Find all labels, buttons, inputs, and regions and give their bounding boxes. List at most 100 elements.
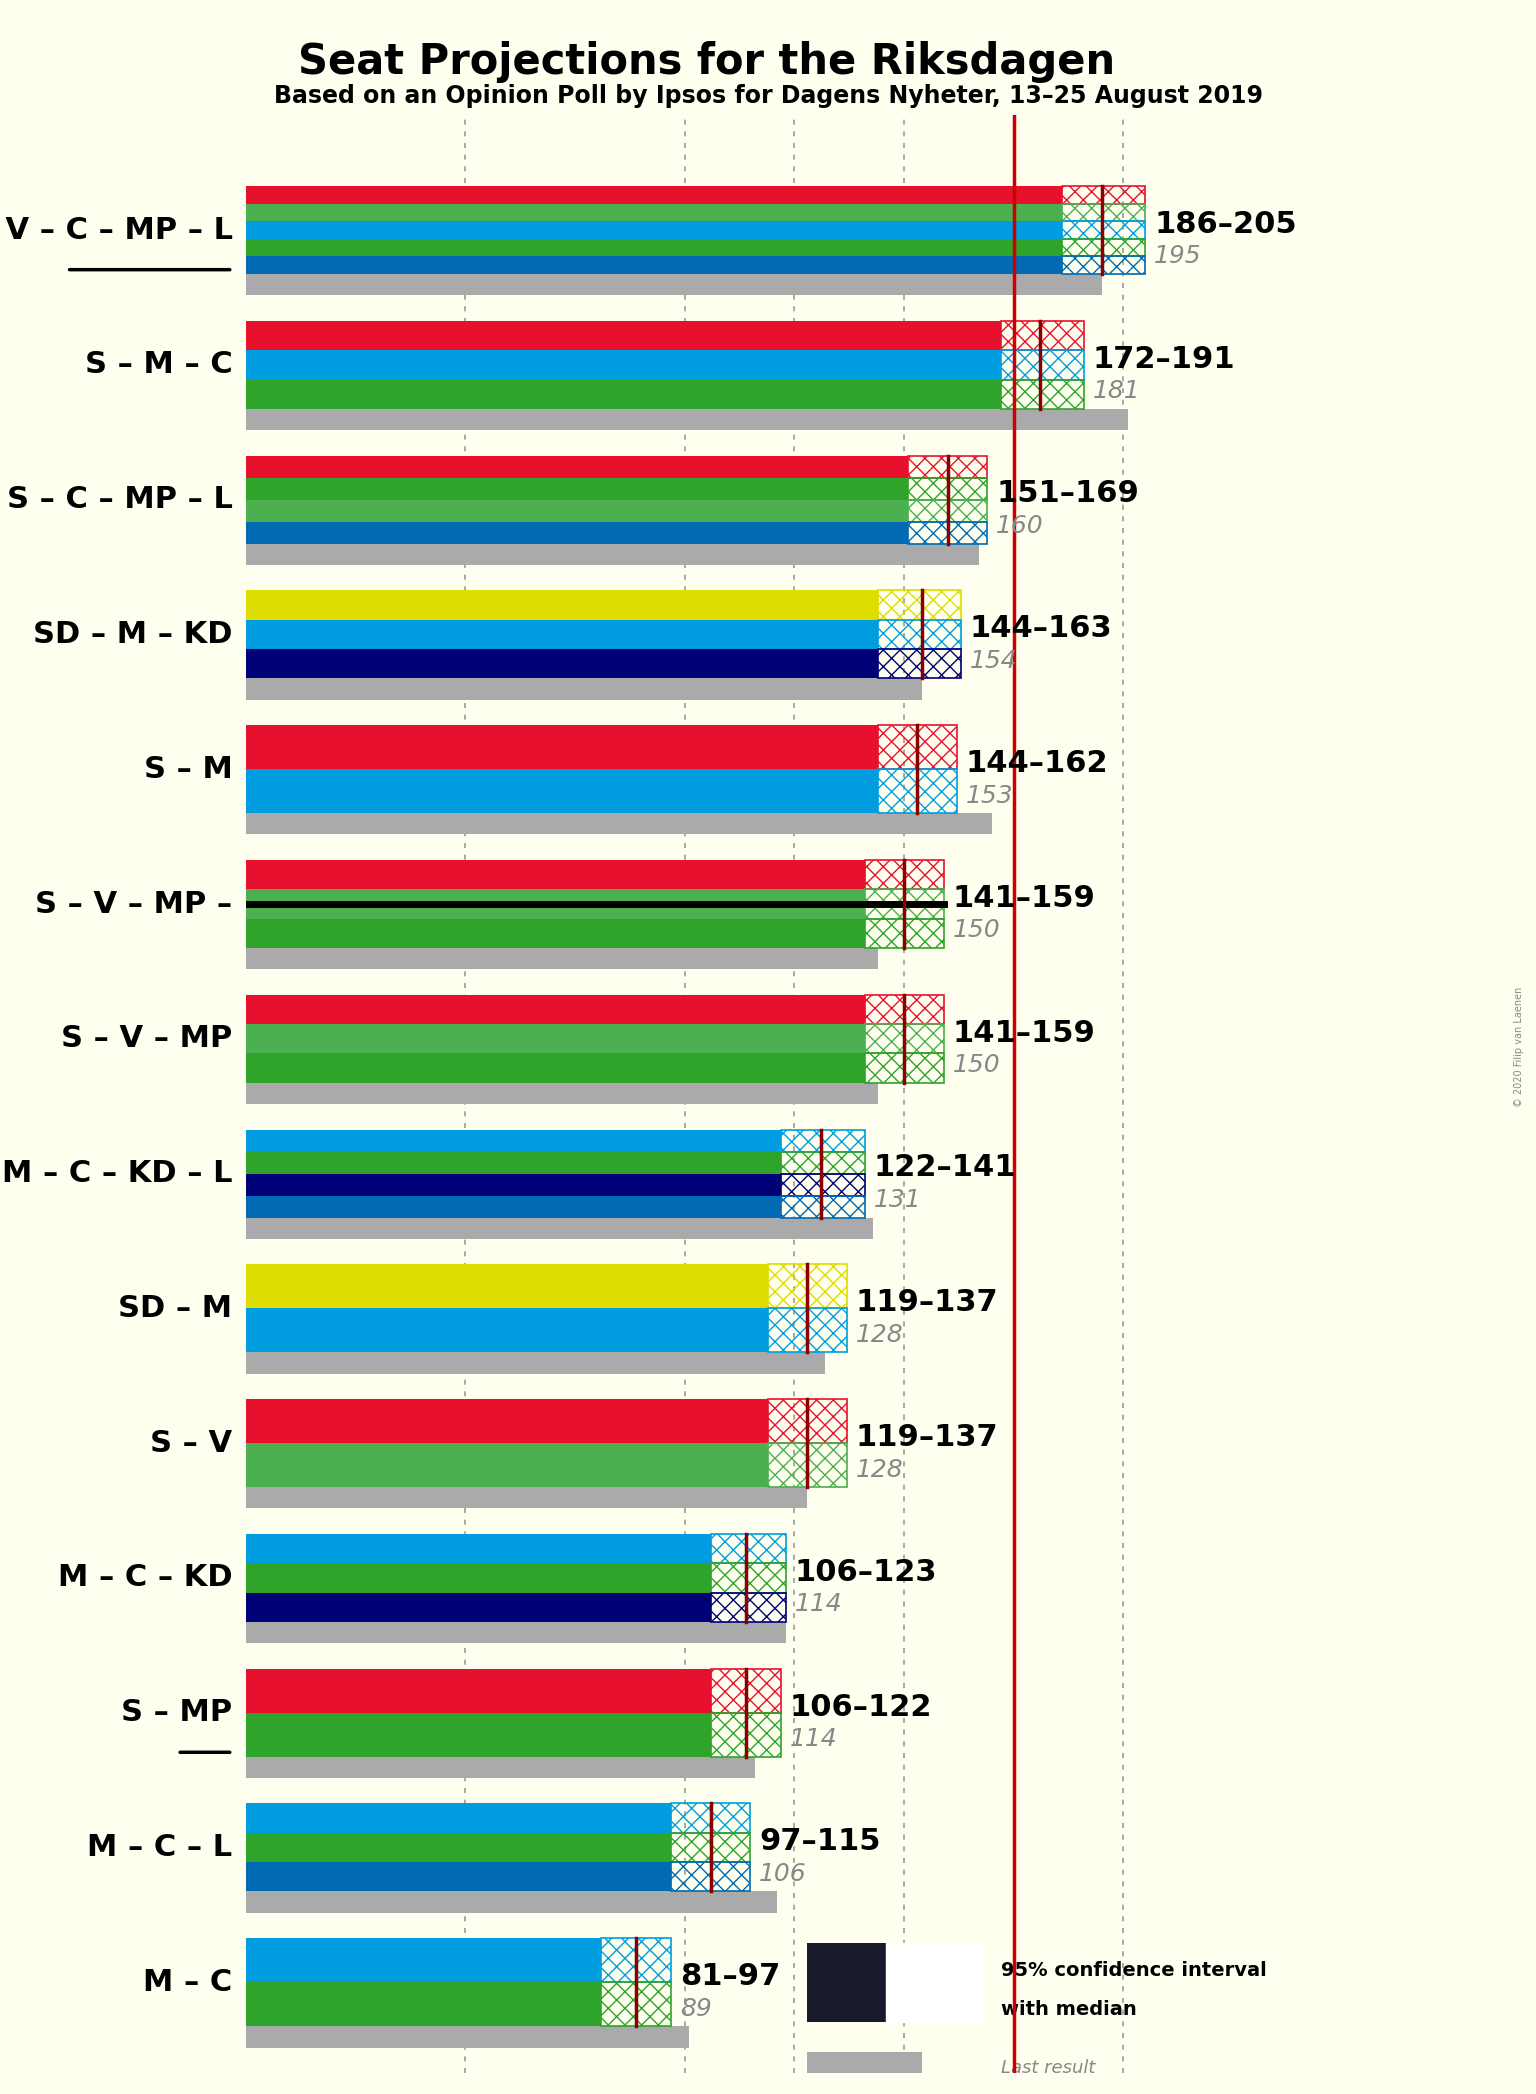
Text: S – V – C – MP – L: S – V – C – MP – L: [0, 216, 232, 245]
Text: © 2020 Filip van Laenen: © 2020 Filip van Laenen: [1513, 986, 1524, 1108]
Bar: [768, 1265, 846, 1309]
Bar: [246, 1353, 825, 1374]
Text: S – V – MP –: S – V – MP –: [35, 890, 232, 919]
Bar: [246, 1803, 671, 1832]
Bar: [246, 995, 865, 1024]
Bar: [671, 1832, 751, 1862]
Title: Seat Projections for the Riksdagen: Seat Projections for the Riksdagen: [298, 40, 1115, 82]
Bar: [601, 1939, 671, 1983]
Text: 186–205: 186–205: [1154, 209, 1296, 239]
Bar: [768, 1309, 846, 1353]
Bar: [908, 456, 988, 477]
Bar: [246, 861, 865, 890]
Bar: [246, 1669, 711, 1713]
Text: S – M – C: S – M – C: [84, 350, 232, 379]
Bar: [782, 1173, 865, 1196]
Text: S – M: S – M: [144, 754, 232, 783]
Text: 141–159: 141–159: [952, 1018, 1095, 1047]
Bar: [246, 1757, 754, 1778]
Bar: [246, 350, 1000, 379]
Bar: [877, 725, 957, 768]
Bar: [246, 1939, 601, 1983]
Text: 114: 114: [794, 1591, 842, 1617]
Bar: [246, 1862, 671, 1891]
Text: SD – M – KD: SD – M – KD: [34, 620, 232, 649]
Text: with median: with median: [1000, 2000, 1137, 2019]
Text: 89: 89: [680, 1998, 713, 2021]
Bar: [246, 1594, 711, 1623]
Bar: [865, 890, 943, 919]
Bar: [246, 949, 877, 970]
Text: M – C: M – C: [143, 1968, 232, 1998]
Bar: [246, 239, 1061, 255]
Bar: [246, 222, 1061, 239]
Text: M – C – L: M – C – L: [88, 1832, 232, 1862]
Bar: [246, 1265, 768, 1309]
Bar: [1000, 320, 1084, 350]
Bar: [1000, 379, 1084, 408]
Text: 151–169: 151–169: [997, 480, 1140, 509]
Bar: [246, 768, 877, 812]
Bar: [246, 379, 1000, 408]
Bar: [246, 1024, 865, 1053]
Bar: [246, 812, 992, 836]
Bar: [246, 1535, 711, 1564]
Text: S – V – MP: S – V – MP: [61, 1024, 232, 1053]
Text: SD – M: SD – M: [118, 1294, 232, 1323]
Bar: [246, 1173, 782, 1196]
Text: 141–159: 141–159: [952, 884, 1095, 913]
Bar: [877, 649, 962, 678]
Bar: [246, 1129, 782, 1152]
Bar: [246, 521, 908, 544]
Bar: [246, 649, 877, 678]
Text: 122–141: 122–141: [874, 1154, 1015, 1183]
Bar: [865, 1053, 943, 1083]
Bar: [808, 2052, 922, 2084]
Bar: [246, 274, 1101, 295]
Bar: [865, 919, 943, 949]
Bar: [246, 919, 865, 949]
Bar: [246, 1891, 777, 1912]
Text: 144–163: 144–163: [969, 614, 1112, 643]
Bar: [782, 1196, 865, 1217]
Bar: [246, 1443, 768, 1487]
Bar: [246, 544, 978, 565]
Bar: [246, 477, 908, 500]
Text: 106–122: 106–122: [790, 1692, 932, 1721]
Bar: [782, 1129, 865, 1152]
Bar: [711, 1713, 782, 1757]
Text: 150: 150: [952, 919, 1000, 942]
Bar: [711, 1669, 782, 1713]
Bar: [246, 320, 1000, 350]
Bar: [246, 456, 908, 477]
Text: 131: 131: [874, 1187, 922, 1212]
Text: S – C – MP – L: S – C – MP – L: [6, 486, 232, 515]
Bar: [246, 890, 865, 919]
Text: 153: 153: [966, 783, 1014, 808]
Bar: [246, 591, 877, 620]
Bar: [1000, 350, 1084, 379]
Bar: [865, 995, 943, 1024]
Bar: [877, 768, 957, 812]
Bar: [1061, 222, 1146, 239]
Bar: [246, 203, 1061, 222]
Text: Last result: Last result: [1000, 2058, 1095, 2077]
Text: Based on an Opinion Poll by Ipsos for Dagens Nyheter, 13–25 August 2019: Based on an Opinion Poll by Ipsos for Da…: [273, 84, 1263, 107]
Bar: [246, 408, 1127, 429]
Bar: [246, 620, 877, 649]
Bar: [671, 1862, 751, 1891]
Text: 114: 114: [790, 1728, 837, 1751]
Bar: [768, 1399, 846, 1443]
Text: 128: 128: [856, 1457, 903, 1483]
Text: 160: 160: [997, 513, 1044, 538]
Bar: [877, 591, 962, 620]
Bar: [246, 725, 877, 768]
Bar: [1061, 239, 1146, 255]
Text: 144–162: 144–162: [966, 750, 1107, 779]
Bar: [246, 1196, 782, 1217]
Bar: [246, 1564, 711, 1594]
Bar: [246, 678, 922, 699]
Bar: [246, 1713, 711, 1757]
Bar: [768, 1443, 846, 1487]
Text: 119–137: 119–137: [856, 1424, 998, 1451]
